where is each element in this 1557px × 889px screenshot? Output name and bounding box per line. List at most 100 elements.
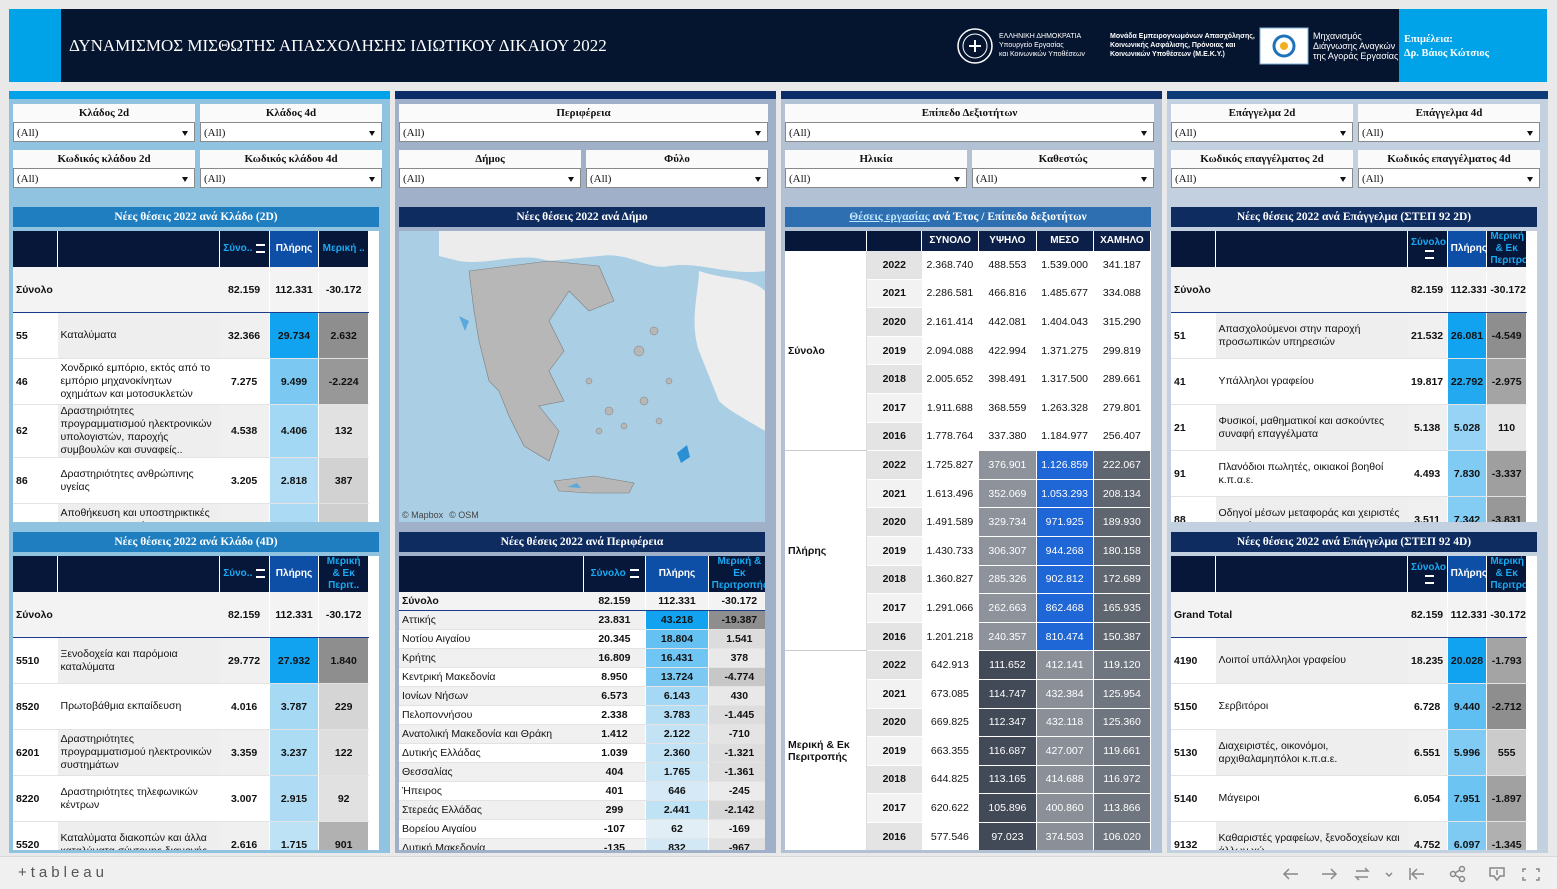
section: Νέες θέσεις 2022 ανά Επάγγελμα (ΣΤΕΠ 92 …	[1171, 532, 1537, 850]
value-cell: 404	[583, 762, 647, 782]
value-cell: -1.445	[708, 705, 765, 725]
section-title: Νέες θέσεις 2022 ανά Δήμο	[399, 207, 765, 227]
logo-ministry: ΕΛΛΗΝΙΚΗ ΔΗΜΟΚΡΑΤΙΑ Υπουργείο Εργασίας κ…	[999, 32, 1085, 59]
filter-dropdown[interactable]: (All)	[1171, 122, 1353, 142]
header-text: Μερική & Εκ Περιτροπής	[1490, 231, 1525, 266]
sort-icon[interactable]	[629, 568, 639, 578]
matrix-cell: 1.485.677	[1036, 279, 1094, 309]
value-cell: 29.734	[269, 312, 320, 359]
matrix-cell: 577.546	[921, 822, 980, 850]
header-text: Πλήρης	[275, 568, 313, 579]
filter-dropdown[interactable]: (All)	[399, 122, 768, 142]
skill-matrix: ΣΥΝΟΛΟ ΥΨΗΛΟ ΜΕΣΟ ΧΑΜΗΛΟ Σύνολο 2022 2.368.740…	[785, 231, 1151, 850]
filter-dropdown[interactable]: (All)	[399, 168, 581, 188]
sort-icon[interactable]	[1424, 249, 1434, 259]
value-cell: 9.440	[1447, 683, 1488, 730]
value-cell: 832	[645, 838, 709, 850]
matrix-cell: 2.005.652	[921, 364, 980, 394]
matrix-cell: 97.023	[978, 822, 1037, 850]
fullscreen-button[interactable]	[1522, 868, 1540, 881]
filter-dropdown[interactable]: (All)	[200, 122, 382, 142]
logo-text: Κοινωνικών Υποθέσεων (Μ.Ε.Κ.Υ.)	[1110, 51, 1225, 58]
filter-label: Ηλικία	[785, 150, 967, 168]
islands	[585, 326, 673, 435]
value-cell: 4.493	[1407, 450, 1448, 497]
filter-dropdown[interactable]: (All)	[972, 168, 1154, 188]
year: 2017	[866, 393, 922, 423]
group-label: Πλήρης	[785, 450, 867, 652]
ranking-table: Σύνο.. Πλήρης Μερική .. Σύνολο 82.159 112.331…	[13, 231, 369, 522]
filter-dropdown[interactable]: (All)	[785, 168, 967, 188]
dropdown-arrow	[1340, 177, 1346, 182]
matrix-cell: 105.896	[978, 793, 1037, 823]
row-name: Πρωτοβάθμια εκπαίδευση	[57, 683, 220, 730]
dashboard-title: ΔΥΝΑΜΙΣΜΟΣ ΜΙΣΘΩΤΗΣ ΑΠΑΣΧΟΛΗΣΗΣ ΙΔΙΩΤΙΚΟ…	[69, 36, 607, 55]
row-code: 5510	[13, 637, 58, 684]
share-button[interactable]	[1449, 865, 1466, 883]
corner	[1171, 556, 1216, 592]
value-cell: 19.817	[1407, 358, 1448, 405]
column-header: Πλήρης	[269, 556, 320, 592]
total-value: -30.172	[1486, 592, 1527, 638]
sort-icon[interactable]	[256, 243, 266, 253]
filter-dropdown[interactable]: (All)	[1358, 168, 1540, 188]
value-cell: 20.028	[1447, 637, 1488, 684]
filter-dropdown[interactable]: (All)	[200, 168, 382, 188]
credit: Επιμέλεια: Δρ. Βάιος Κώτσιος	[1404, 33, 1489, 61]
download-button[interactable]	[1489, 867, 1505, 882]
value-cell: 132	[318, 404, 369, 458]
map[interactable]	[399, 231, 765, 522]
matrix-cell: 466.816	[978, 279, 1037, 309]
data-row: Ανατολική Μακεδονία και Θράκη 1.412 2.122-…	[399, 724, 765, 744]
data-row: 86 Δραστηριότητες ανθρώπινης υγείας 3.205 2…	[13, 457, 369, 504]
row-name: Σερβιτόροι	[1215, 683, 1408, 730]
matrix-cell: 2.094.088	[921, 336, 980, 366]
filter-dropdown[interactable]: (All)	[1358, 122, 1540, 142]
year: 2016	[866, 622, 922, 652]
sort-icon[interactable]	[1424, 574, 1434, 584]
matrix-cell: 810.474	[1036, 622, 1094, 652]
filter-dropdown[interactable]: (All)	[586, 168, 768, 188]
corner	[866, 231, 922, 251]
value-cell: 1.840	[318, 637, 369, 684]
value-cell: 4.752	[1407, 821, 1448, 850]
filter-dropdown[interactable]: (All)	[13, 168, 195, 188]
column-header: Σύνολο	[1407, 231, 1448, 267]
emblem	[957, 28, 993, 64]
section-body: Σύνο.. Πλήρης Μερική & Εκ Περιτ.. Σύνολο 82.…	[13, 556, 379, 850]
header-text: Πλήρης	[658, 568, 696, 579]
revert-button[interactable]	[1354, 867, 1370, 881]
dropdown-arrow	[1141, 177, 1147, 182]
value-cell: 3.787	[269, 683, 320, 730]
credit-text: Επιμέλεια:	[1404, 34, 1453, 45]
matrix-cell: 862.468	[1036, 593, 1094, 623]
row-name: Αποθήκευση και υποστηρικτικές προς τη με…	[57, 503, 220, 522]
filter-label: Καθεστώς	[972, 150, 1154, 168]
filter-dropdown[interactable]: (All)	[13, 122, 195, 142]
matrix-cell: 119.120	[1093, 650, 1151, 680]
column-header: Σύνολο	[1407, 556, 1448, 592]
logo-text: Μηχανισμός	[1313, 31, 1362, 41]
filter-dropdown[interactable]: (All)	[785, 122, 1154, 142]
reset-button[interactable]	[1409, 868, 1424, 880]
data-row: 52Αποθήκευση και υποστηρικτικές προς τη …	[13, 503, 369, 522]
header-row: ΣΥΝΟΛΟ ΥΨΗΛΟ ΜΕΣΟ ΧΑΜΗΛΟ	[785, 231, 1151, 251]
panel: Επίπεδο Δεξιοτήτων (All) Ηλικία (All) Καθεστ…	[781, 91, 1162, 853]
section-title: Νέες θέσεις 2022 ανά Επάγγελμα (ΣΤΕΠ 92 …	[1171, 207, 1537, 227]
revert-menu[interactable]	[1385, 872, 1393, 878]
value-cell: 401	[583, 781, 647, 801]
filter: Κωδικός επαγγέλματος 2d (All)	[1171, 150, 1353, 192]
redo-button[interactable]	[1322, 868, 1338, 880]
sort-icon[interactable]	[256, 568, 266, 578]
matrix-cell: 971.925	[1036, 507, 1094, 537]
tableau-brand[interactable]: +tableau	[18, 864, 108, 881]
filter-dropdown[interactable]: (All)	[1171, 168, 1353, 188]
matrix-cell: 1.539.000	[1036, 251, 1094, 280]
undo-button[interactable]	[1282, 868, 1298, 880]
data-row: 41 Υπάλληλοι γραφείου 19.817 22.792 -2.975	[1171, 358, 1527, 405]
value-cell: -2.975	[1486, 358, 1527, 405]
matrix-cell: 1.184.977	[1036, 422, 1094, 452]
